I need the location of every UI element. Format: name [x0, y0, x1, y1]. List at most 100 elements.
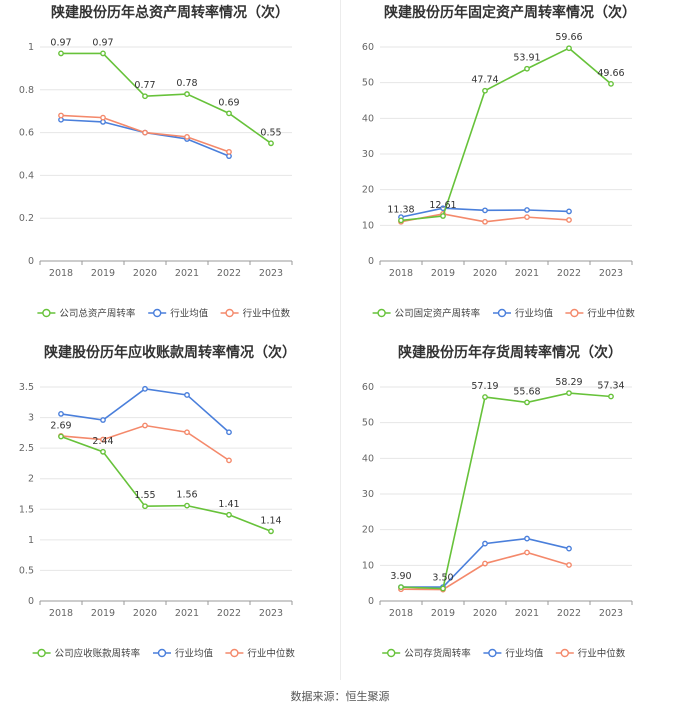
- data-point-company: [482, 394, 488, 400]
- x-tick-label: 2019: [431, 268, 455, 279]
- data-point-company: [226, 511, 232, 518]
- data-label: 0.97: [92, 37, 113, 48]
- legend-label: 行业均值: [505, 648, 544, 660]
- legend-marker: [497, 308, 507, 318]
- data-label: 11.38: [387, 204, 414, 215]
- data-label: 57.19: [471, 381, 498, 392]
- data-point-industry-median: [566, 562, 572, 568]
- x-tick-label: 2022: [217, 608, 241, 619]
- legend-label: 行业均值: [175, 648, 214, 660]
- data-label: 0.78: [176, 78, 197, 89]
- y-tick-label: 0: [28, 256, 34, 267]
- series-line-company: [400, 47, 612, 222]
- data-label: 12.61: [429, 200, 456, 211]
- data-label: 0.97: [50, 37, 71, 48]
- legend-label: 公司固定资产周转率: [395, 308, 481, 320]
- legend-label: 公司应收账款周转率: [55, 648, 141, 660]
- x-tick-label: 2020: [473, 268, 497, 279]
- chart-inventory-turnover: 陕建股份历年存货周转率情况（次） 0 10 20 30 40 50 60 2018 2019 202…: [362, 344, 633, 660]
- data-label: 0.69: [218, 97, 239, 108]
- y-tick-label: 30: [362, 149, 374, 160]
- legend-marker: [152, 308, 162, 318]
- data-point-industry-median: [482, 218, 488, 225]
- y-tick-label: 50: [362, 78, 374, 89]
- y-tick-label: 1: [28, 535, 34, 546]
- y-tick-label: 0.2: [19, 213, 34, 224]
- x-tick-label: 2021: [175, 268, 199, 279]
- data-point-company: [524, 65, 530, 72]
- y-tick-label: 10: [362, 220, 374, 231]
- data-point-industry-median: [226, 457, 232, 464]
- data-point-company: [184, 502, 190, 509]
- y-tick-label: 20: [362, 185, 374, 196]
- series-line-company: [400, 392, 612, 590]
- data-point-industry-mean: [184, 392, 190, 398]
- data-label: 3.90: [390, 571, 411, 582]
- data-point-industry-mean: [226, 429, 232, 436]
- legend-marker: [488, 648, 497, 658]
- y-tick-label: 60: [362, 382, 374, 393]
- chart-title: 陕建股份历年存货周转率情况（次）: [398, 344, 622, 361]
- y-tick-label: 50: [362, 418, 374, 429]
- legend-marker: [230, 648, 239, 658]
- x-tick-label: 2023: [599, 608, 623, 619]
- x-tick-label: 2023: [259, 268, 283, 279]
- x-tick-label: 2020: [133, 268, 157, 279]
- data-point-company: [608, 80, 614, 87]
- y-tick-label: 40: [362, 113, 374, 124]
- data-point-company: [142, 93, 148, 100]
- data-point-industry-mean: [482, 207, 488, 214]
- data-point-company: [608, 393, 614, 400]
- data-label: 2.44: [92, 436, 113, 447]
- y-tick-label: 0.4: [19, 170, 34, 181]
- data-point-industry-median: [566, 217, 572, 223]
- y-tick-label: 0.5: [19, 565, 34, 576]
- chart-title: 陕建股份历年固定资产周转率情况（次）: [384, 4, 636, 21]
- data-point-company: [226, 110, 232, 117]
- data-label: 1.56: [176, 490, 197, 501]
- legend-label: 行业中位数: [243, 308, 291, 320]
- data-point-industry-mean: [566, 545, 572, 552]
- x-tick-label: 2018: [389, 268, 413, 279]
- data-point-company: [566, 390, 572, 396]
- series-line-industry-median: [400, 551, 570, 591]
- y-tick-label: 3: [28, 413, 34, 424]
- x-tick-label: 2021: [175, 608, 199, 619]
- legend-marker: [387, 648, 396, 658]
- chart-fixed-asset-turnover: 陕建股份历年固定资产周转率情况（次） 0 10 20 30 40 50 60 2018 2019 2…: [362, 4, 636, 320]
- data-point-company: [482, 87, 488, 94]
- data-point-industry-median: [482, 560, 488, 567]
- y-tick-label: 60: [362, 42, 374, 53]
- data-point-company: [58, 50, 64, 57]
- data-label: 1.55: [134, 490, 155, 501]
- data-point-company: [566, 45, 572, 52]
- y-tick-label: 0: [28, 596, 34, 607]
- data-point-industry-median: [184, 133, 190, 140]
- legend-label: 行业中位数: [578, 648, 626, 660]
- data-point-company: [268, 528, 274, 535]
- panel-divider: [340, 0, 341, 680]
- x-tick-label: 2018: [389, 608, 413, 619]
- x-tick-label: 2022: [217, 268, 241, 279]
- data-label: 55.68: [513, 386, 540, 397]
- chart-title: 陕建股份历年总资产周转率情况（次）: [51, 4, 289, 21]
- data-point-industry-mean: [58, 411, 64, 417]
- data-point-industry-mean: [524, 207, 530, 213]
- legend-label: 行业均值: [170, 308, 209, 320]
- x-tick-label: 2019: [431, 608, 455, 619]
- data-point-company: [440, 585, 446, 592]
- x-tick-label: 2020: [133, 608, 157, 619]
- legend-label: 公司总资产周转率: [59, 308, 136, 320]
- y-tick-label: 40: [362, 453, 374, 464]
- legend-label: 行业中位数: [247, 648, 295, 660]
- data-point-industry-median: [524, 214, 530, 221]
- legend-marker: [37, 648, 46, 658]
- y-tick-label: 2.5: [19, 443, 34, 454]
- chart-total-asset-turnover: 陕建股份历年总资产周转率情况（次） 0 0.2 0.4 0.6 0.8 1 2018 2019 2…: [19, 4, 293, 320]
- data-point-industry-mean: [100, 417, 106, 423]
- data-label: 59.66: [555, 32, 582, 43]
- data-label: 2.69: [50, 421, 71, 432]
- legend-label: 行业中位数: [587, 308, 635, 320]
- data-point-company: [100, 50, 106, 57]
- x-tick-label: 2018: [49, 608, 73, 619]
